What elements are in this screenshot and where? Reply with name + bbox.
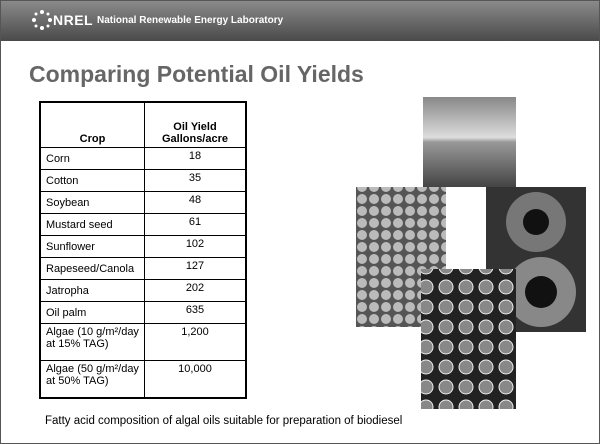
yield-table: Crop Oil Yield Gallons/acre Corn 18 Cotton 35… — [39, 101, 247, 399]
table-row: Algae (10 g/m²/day at 15% TAG) 1,200 — [39, 323, 247, 361]
crop-cell: Mustard seed — [39, 213, 145, 236]
yield-cell: 635 — [144, 301, 247, 324]
image-collage — [356, 97, 586, 409]
yield-cell: 48 — [144, 191, 247, 214]
table-row: Algae (50 g/m²/day at 50% TAG) 10,000 — [39, 360, 247, 399]
header-row: Crop Oil Yield Gallons/acre — [39, 101, 247, 148]
crop-cell: Corn — [39, 147, 145, 170]
crop-cell: Oil palm — [39, 301, 145, 324]
column-header: Crop — [39, 101, 145, 148]
crop-cell: Sunflower — [39, 235, 145, 258]
column-header: Oil Yield Gallons/acre — [144, 101, 247, 148]
yield-cell: 61 — [144, 213, 247, 236]
yield-cell: 127 — [144, 257, 247, 280]
table-row: Sunflower 102 — [39, 235, 247, 258]
organization: National Renewable Energy Laboratory — [97, 15, 284, 26]
yield-cell: 1,200 — [144, 323, 247, 361]
logo-text: NREL — [53, 12, 94, 28]
crop-cell: Jatropha — [39, 279, 145, 302]
table-row: Jatropha 202 — [39, 279, 247, 302]
logo-icon — [32, 10, 52, 30]
crop-cell: Cotton — [39, 169, 145, 192]
header-bar: NREL National Renewable Energy Laborator… — [1, 1, 599, 41]
yield-cell: 18 — [144, 147, 247, 170]
yield-cell: 102 — [144, 235, 247, 258]
table-row: Mustard seed 61 — [39, 213, 247, 236]
crop-cell: Soybean — [39, 191, 145, 214]
crop-cell: Rapeseed/Canola — [39, 257, 145, 280]
table-row: Rapeseed/Canola 127 — [39, 257, 247, 280]
slide-title: Comparing Potential Oil Yields — [29, 61, 364, 87]
caption: Fatty acid composition of algal oils sui… — [45, 415, 403, 427]
table-row: Corn 18 — [39, 147, 247, 170]
table-row: Soybean 48 — [39, 191, 247, 214]
table-row: Cotton 35 — [39, 169, 247, 192]
yield-cell: 10,000 — [144, 360, 247, 399]
yield-cell: 202 — [144, 279, 247, 302]
table-row: Oil palm 635 — [39, 301, 247, 324]
crop-cell: Algae (50 g/m²/day at 50% TAG) — [39, 360, 145, 399]
yield-cell: 35 — [144, 169, 247, 192]
crop-cell: Algae (10 g/m²/day at 15% TAG) — [39, 323, 145, 361]
